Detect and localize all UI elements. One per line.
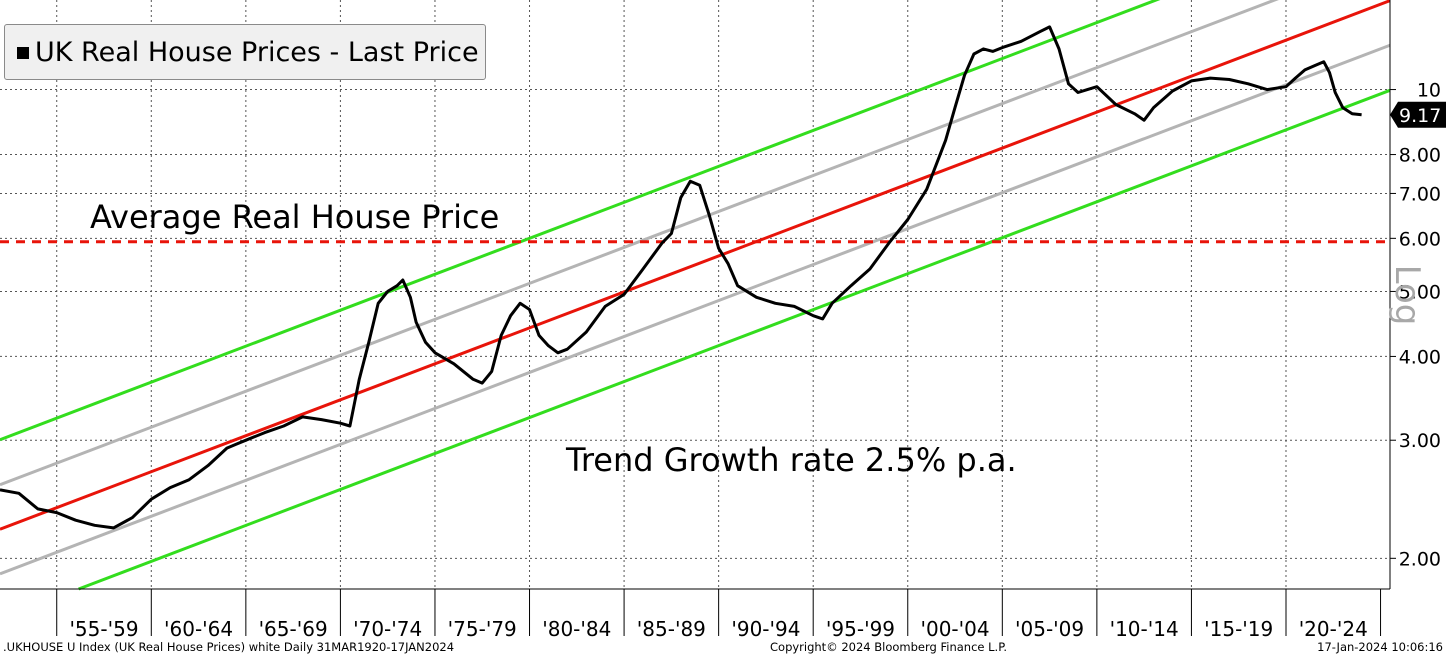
last-price-badge bbox=[1390, 101, 1446, 128]
band-trend bbox=[0, 0, 1391, 531]
y-tick-label: 10 bbox=[1417, 80, 1441, 102]
y-tick-label: 3.00 bbox=[1399, 430, 1441, 452]
x-tick-label: '90-'94 bbox=[731, 617, 800, 641]
y-tick-label: 6.00 bbox=[1399, 228, 1441, 250]
average-price-annotation: Average Real House Price bbox=[90, 198, 500, 236]
y-tick-label: 4.00 bbox=[1399, 346, 1441, 368]
band-lower-1 bbox=[0, 43, 1391, 576]
log-scale-label: Log bbox=[1387, 264, 1427, 326]
x-tick-label: '70-'74 bbox=[353, 617, 422, 641]
x-tick-label: '95-'99 bbox=[826, 617, 895, 641]
y-tick-label: 2.00 bbox=[1399, 548, 1441, 570]
y-axis-labels: 2.00 3.00 4.00 5.00 6.00 7.00 8.00 10 bbox=[1399, 80, 1441, 571]
x-tick-label: '05-'09 bbox=[1015, 617, 1084, 641]
vertical-gridlines bbox=[56, 0, 1287, 589]
y-tick-label: 5.00 bbox=[1399, 281, 1441, 303]
x-tick-label: '55-'59 bbox=[69, 617, 138, 641]
series-line bbox=[0, 25, 1362, 530]
band-lower-2 bbox=[78, 88, 1391, 591]
y-tick-label: 8.00 bbox=[1399, 145, 1441, 167]
legend-swatch bbox=[17, 47, 29, 59]
footer-timestamp: 17-Jan-2024 10:06:16 bbox=[1317, 640, 1443, 654]
x-tick-label: '85-'89 bbox=[637, 617, 706, 641]
footer-copyright: Copyright© 2024 Bloomberg Finance L.P. bbox=[770, 640, 1007, 654]
x-tick-label: '00-'04 bbox=[920, 617, 989, 641]
x-tick-label: '10-'14 bbox=[1110, 617, 1179, 641]
horizontal-gridlines bbox=[0, 89, 1390, 559]
x-tick-label: '75-'79 bbox=[448, 617, 517, 641]
x-tick-label: '65-'69 bbox=[259, 617, 328, 641]
legend-label: UK Real House Prices - Last Price bbox=[35, 36, 479, 68]
trend-bands bbox=[0, 0, 1391, 591]
last-price-label: 9.17 bbox=[1399, 105, 1441, 127]
trend-growth-annotation: Trend Growth rate 2.5% p.a. bbox=[566, 441, 1017, 479]
legend[interactable]: UK Real House Prices - Last Price bbox=[4, 24, 486, 80]
band-upper-2 bbox=[0, 0, 1161, 442]
y-axis-ticks bbox=[1390, 89, 1396, 559]
x-tick-label: '80-'84 bbox=[542, 617, 611, 641]
x-tick-label: '15-'19 bbox=[1204, 617, 1273, 641]
y-tick-label: 7.00 bbox=[1399, 183, 1441, 205]
footer-index-info: .UKHOUSE U Index (UK Real House Prices) … bbox=[3, 640, 455, 654]
last-price-marker: 9.17 bbox=[1390, 101, 1446, 128]
x-tick-label: '60-'64 bbox=[164, 617, 233, 641]
x-axis-labels: '55-'59 '60-'64 '65-'69 '70-'74 '75-'79 '80-'… bbox=[69, 617, 1367, 641]
x-axis-ticks bbox=[56, 589, 1382, 636]
x-tick-label: '20-'24 bbox=[1299, 617, 1368, 641]
